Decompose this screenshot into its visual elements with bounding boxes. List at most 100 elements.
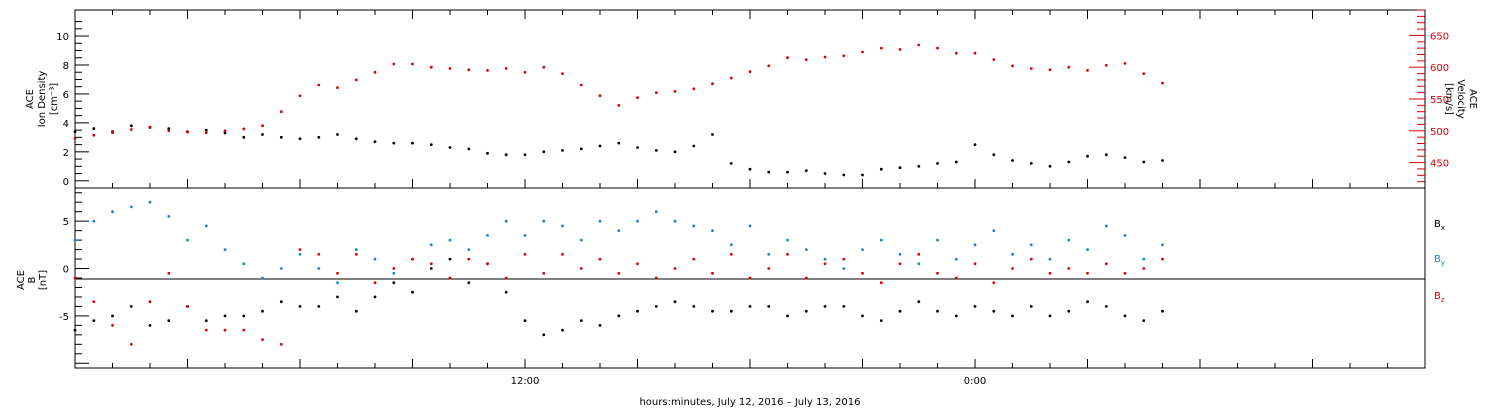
velocity-point <box>336 86 339 89</box>
density-point <box>354 137 358 141</box>
velocity-point <box>392 62 396 66</box>
density-point <box>336 133 339 136</box>
velocity-point <box>467 68 471 72</box>
by-point <box>261 276 264 280</box>
by-point <box>467 248 471 252</box>
density-point <box>261 133 264 136</box>
density-point <box>467 147 471 151</box>
bz-point <box>673 267 677 270</box>
density-series <box>73 124 1164 177</box>
bz-point <box>411 257 414 261</box>
field-axis-title-line1: ACE <box>16 270 27 290</box>
bz-point <box>748 276 752 280</box>
bz-point <box>823 262 827 266</box>
by-point <box>561 224 564 228</box>
velocity-point <box>861 50 864 54</box>
density-tick-label: 4 <box>63 119 69 130</box>
bz-point <box>654 276 658 280</box>
bx-point <box>748 305 752 308</box>
density-axis-title-line1: ACE <box>25 89 36 109</box>
bz-point <box>523 252 527 256</box>
bz-point <box>692 257 696 261</box>
bx-point <box>579 319 583 322</box>
velocity-point <box>561 72 564 75</box>
by-point <box>973 243 977 247</box>
bx-point <box>317 305 321 308</box>
density-point <box>711 133 714 136</box>
density-point <box>579 147 583 151</box>
by-point <box>542 219 546 223</box>
velocity-point <box>823 55 827 59</box>
density-point <box>654 149 658 152</box>
bz-series <box>73 248 1164 346</box>
bx-point <box>636 309 639 313</box>
bz-point <box>92 300 96 304</box>
density-axis: 0 2 4 6 8 10 <box>56 21 89 188</box>
velocity-series <box>73 43 1164 140</box>
velocity-point <box>786 56 789 60</box>
bx-point <box>467 281 471 285</box>
bz-point <box>167 271 171 275</box>
bx-point <box>336 295 339 299</box>
bx-point <box>298 305 302 308</box>
by-point <box>786 238 789 242</box>
by-point <box>111 210 114 214</box>
by-point <box>148 200 152 204</box>
velocity-point <box>992 58 996 61</box>
legend-bz-sub: z <box>1441 296 1445 304</box>
density-point <box>861 173 864 177</box>
bx-point <box>842 305 846 308</box>
bx-point <box>392 281 396 285</box>
bx-point <box>598 324 602 327</box>
velocity-point <box>1029 67 1033 70</box>
velocity-point <box>673 90 677 93</box>
density-point <box>1161 159 1164 162</box>
velocity-point <box>692 87 696 91</box>
velocity-point <box>654 91 658 94</box>
bx-point <box>654 305 658 308</box>
bz-point <box>973 262 977 266</box>
bx-series <box>73 257 1164 337</box>
bx-point <box>354 309 358 313</box>
bz-point <box>786 252 789 256</box>
bz-point <box>373 281 377 285</box>
density-point <box>823 172 827 175</box>
x-axis-title: hours:minutes, July 12, 2016 – July 13, … <box>639 397 860 408</box>
density-point <box>242 135 246 139</box>
bx-point <box>917 300 921 304</box>
velocity-point <box>429 65 433 69</box>
bz-point <box>636 262 639 266</box>
bx-point <box>617 314 621 318</box>
bz-point <box>1142 267 1146 270</box>
density-point <box>1011 159 1014 162</box>
density-point <box>167 127 171 131</box>
bx-point <box>1048 314 1052 318</box>
bz-point <box>1123 271 1127 275</box>
density-point <box>317 135 321 139</box>
bz-point <box>448 276 452 280</box>
velocity-point <box>1067 65 1071 69</box>
density-point <box>1123 156 1127 160</box>
bz-point <box>617 271 621 275</box>
by-point <box>504 219 508 223</box>
density-tick-label: 6 <box>63 90 69 101</box>
by-point <box>1104 224 1108 228</box>
by-point <box>92 219 96 223</box>
by-point <box>954 257 958 261</box>
bx-point <box>429 267 433 270</box>
by-point <box>673 219 677 223</box>
bx-point <box>542 333 546 337</box>
bz-point <box>298 248 302 252</box>
bx-point <box>992 309 996 313</box>
field-axis-title-line2: B <box>27 276 38 283</box>
bz-point <box>917 252 921 256</box>
density-point <box>992 153 996 157</box>
density-point <box>448 146 452 149</box>
by-point <box>748 224 752 228</box>
velocity-point <box>354 78 358 82</box>
density-axis-title-line2: Ion Density <box>37 71 48 128</box>
bz-point <box>898 262 902 266</box>
velocity-point <box>242 127 246 131</box>
velocity-point <box>167 129 171 133</box>
by-point <box>767 252 771 256</box>
